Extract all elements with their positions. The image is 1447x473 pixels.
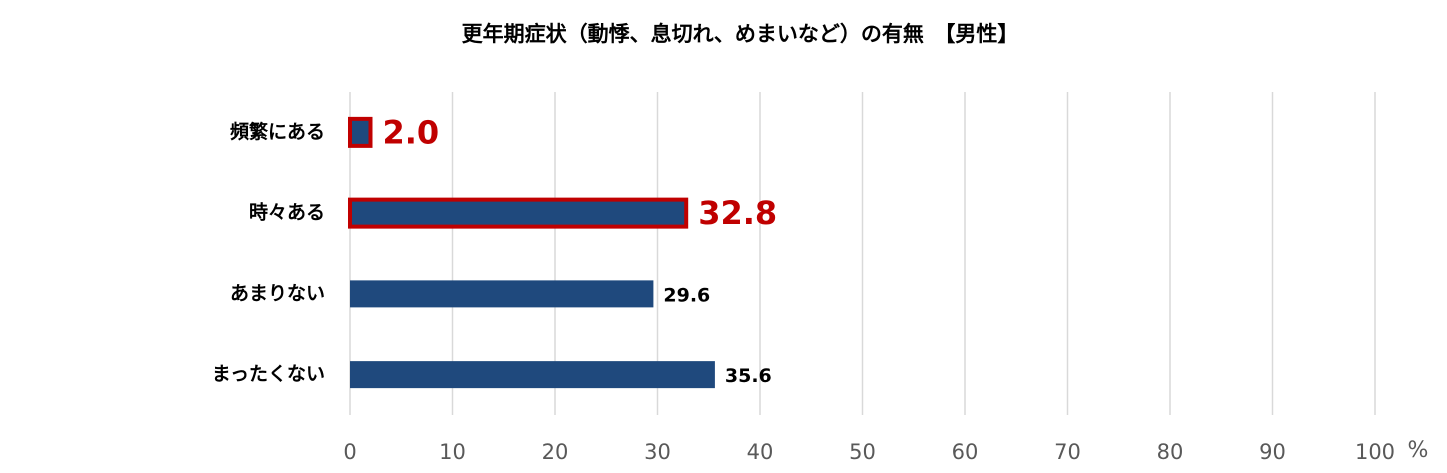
x-tick-label: 0 — [343, 440, 356, 464]
x-tick-label: 30 — [644, 440, 671, 464]
y-tick-label: 頻繁にある — [230, 120, 325, 143]
bar — [348, 197, 689, 229]
value-label: 32.8 — [698, 194, 777, 232]
x-tick-label: 60 — [952, 440, 979, 464]
x-tick-label: 50 — [849, 440, 876, 464]
bar — [350, 361, 715, 389]
x-tick-label: 20 — [542, 440, 569, 464]
bar — [348, 116, 373, 148]
y-tick-label: あまりない — [230, 282, 325, 304]
x-unit: % — [1408, 438, 1429, 463]
bar — [350, 280, 654, 308]
x-tick-label: 10 — [439, 440, 466, 464]
x-tick-label: 40 — [747, 440, 774, 464]
x-tick-label: 90 — [1259, 440, 1286, 464]
x-tick-label: 80 — [1157, 440, 1184, 464]
x-tick-label: 100 — [1355, 440, 1395, 464]
value-label: 29.6 — [663, 284, 710, 306]
value-label: 2.0 — [383, 113, 440, 151]
chart-title: 更年期症状（動悸、息切れ、めまいなど）の有無 【男性】 — [462, 22, 1019, 46]
value-label: 35.6 — [725, 365, 772, 387]
y-tick-label: 時々ある — [249, 202, 325, 224]
y-tick-label: まったくない — [212, 363, 325, 385]
x-tick-label: 70 — [1054, 440, 1081, 464]
